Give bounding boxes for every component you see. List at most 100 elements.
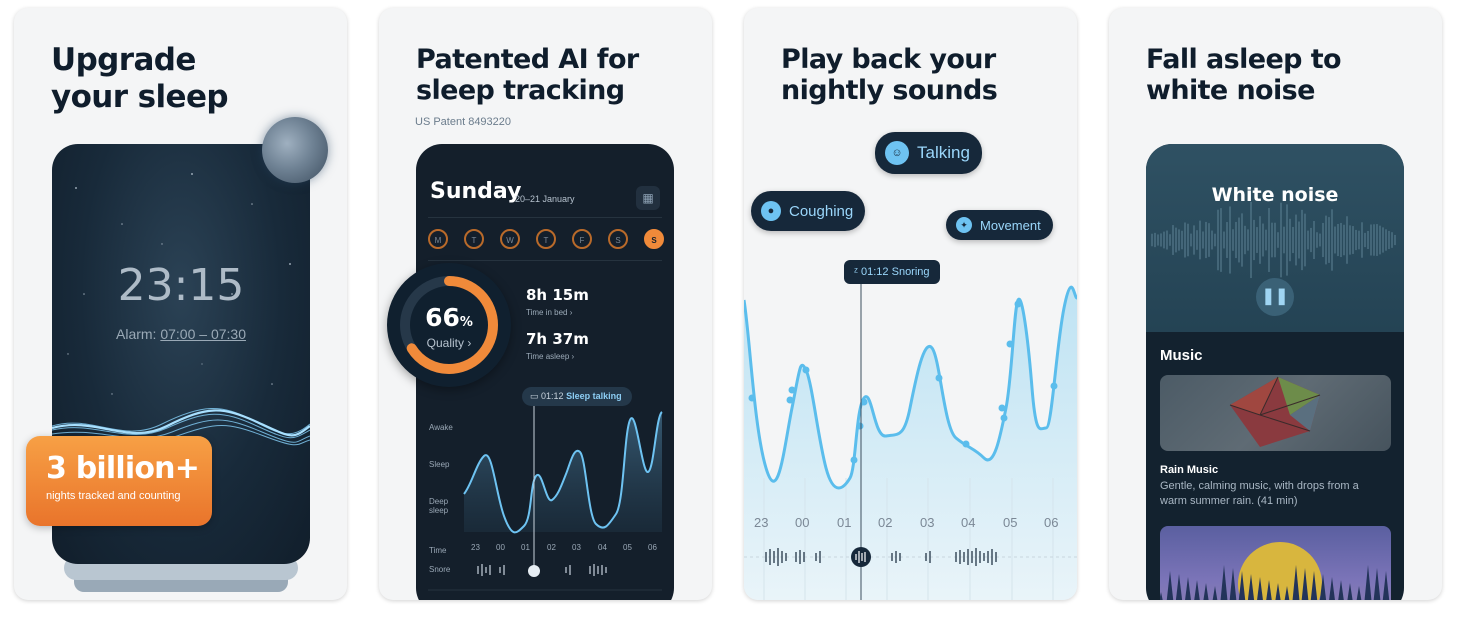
headline-line: Upgrade [51,42,196,78]
hour-tick: 03 [572,543,581,552]
zzz-icon: ᶻ [854,266,858,278]
headline-line: Play back your [781,44,996,75]
event-label: Snoring [891,266,930,278]
day-chip[interactable]: T [536,229,556,249]
patent-number: US Patent 8493220 [415,116,512,128]
event-label: Sleep talking [566,391,622,401]
quality-value: 66% [425,303,473,332]
date-range: 20–21 January [515,194,575,204]
sleep-quality-dial[interactable]: 66% Quality › [387,263,511,387]
y-axis-label: Awake [429,423,453,432]
hour-tick: 06 [648,543,657,552]
hour-tick: 00 [496,543,505,552]
promo-card-ai-tracking: Patented AI for sleep tracking US Patent… [379,8,712,600]
stat-label: Time asleep › [526,352,575,361]
y-axis-label: Sleep [429,460,450,469]
track-title[interactable]: Rain Music [1160,464,1219,476]
x-axis-label: Time [429,546,447,555]
stat-label: Time in bed › [526,308,573,317]
stat-value: 8h 15m [526,286,589,304]
alarm-window: Alarm: 07:00 – 07:30 [52,326,310,342]
divider [428,260,662,261]
promo-card-sounds: Play back your nightly sounds [744,8,1077,600]
card3-headline: Play back your nightly sounds [781,44,998,106]
music-section-heading: Music [1160,347,1203,364]
hour-tick: 06 [1044,515,1059,530]
promo-card-white-noise: Fall asleep to white noise White noise ❚… [1109,8,1442,600]
time-asleep-stat[interactable]: 7h 37m Time asleep › [526,330,589,361]
sound-clips-row [765,548,997,566]
badge-number: 3 billion+ [46,451,200,486]
alarm-label: Alarm: [116,326,157,342]
alarm-clock-time: 23:15 [117,260,245,311]
y-axis-label: Deep sleep [429,497,449,515]
snore-row-label: Snore [429,565,451,574]
day-chip[interactable]: S [608,229,628,249]
headline-line: your sleep [51,79,229,115]
hour-tick: 04 [961,515,976,530]
coughing-chip[interactable]: ● Coughing [751,191,866,231]
player-title: White noise [1211,184,1339,206]
card4-headline: Fall asleep to white noise [1146,44,1342,106]
quality-ring [400,276,498,374]
now-playing-panel: White noise ❚❚ [1146,144,1404,332]
card1-headline: Upgrade your sleep [51,42,229,116]
running-person-icon: ✦ [956,217,972,233]
rain-music-artwork[interactable] [1160,375,1391,451]
headline-line: Fall asleep to [1146,44,1342,75]
hour-tick: 03 [920,515,935,530]
time-in-bed-stat[interactable]: 8h 15m Time in bed › [526,286,589,317]
hour-tick: 02 [878,515,893,530]
umbrella-image [1229,376,1321,447]
day-chip[interactable]: W [500,229,520,249]
hour-tick: 01 [521,543,530,552]
track-description: Gentle, calming music, with drops from a… [1160,480,1359,507]
alarm-value[interactable]: 07:00 – 07:30 [160,326,246,342]
hour-tick: 04 [598,543,607,552]
forest-sunset-image [1160,542,1390,600]
headline-line: Patented AI for [416,44,639,75]
event-time: 01:12 [541,391,564,401]
moon-icon [262,117,328,183]
hour-tick: 00 [795,515,810,530]
cough-icon: ● [761,201,781,221]
quality-label: Quality › [426,336,472,350]
stats-badge: 3 billion+ nights tracked and counting [26,436,212,526]
timeline-scrubber[interactable] [528,565,540,577]
day-title: Sunday [430,179,522,204]
day-chip[interactable]: M [428,229,448,249]
hour-tick: 02 [547,543,556,552]
pause-button[interactable]: ❚❚ [1256,278,1294,316]
chip-label: Talking [917,143,970,162]
hour-tick: 05 [1003,515,1018,530]
day-chip-selected[interactable]: S [644,229,664,249]
snoring-event-pill[interactable]: ᶻ 01:12 Snoring [844,260,940,284]
chip-label: Movement [980,217,1041,233]
hour-tick: 05 [623,543,632,552]
week-day-selector: M T W T F S S [428,229,664,249]
hour-tick: 01 [837,515,852,530]
headline-line: white noise [1146,75,1315,106]
day-chip[interactable]: F [572,229,592,249]
hour-tick: 23 [754,515,769,530]
phone-screen-white-noise: White noise ❚❚ Music Rain Music Gentle, … [1146,144,1404,600]
divider [428,217,662,218]
sleep-talking-pill[interactable]: ▭ 01:12 Sleep talking [522,387,632,406]
card2-headline: Patented AI for sleep tracking [416,44,639,106]
hypnogram-chart [428,406,663,591]
headline-line: nightly sounds [781,75,998,106]
calendar-icon[interactable]: ▦ [636,186,660,210]
day-chip[interactable]: T [464,229,484,249]
promo-card-upgrade: Upgrade your sleep 23:15 Alarm: 07:00 – … [14,8,347,600]
talking-chip[interactable]: ☺ Talking [875,132,982,174]
pause-icon: ❚❚ [1261,288,1289,305]
headline-line: sleep tracking [416,75,625,106]
noise-waveform [1151,201,1396,279]
forest-artwork[interactable] [1160,526,1391,600]
hour-tick: 23 [471,543,480,552]
badge-caption: nights tracked and counting [46,490,181,502]
chip-label: Coughing [789,202,854,220]
movement-chip[interactable]: ✦ Movement [946,210,1053,240]
play-scrubber[interactable] [851,547,871,567]
speech-icon: ▭ [530,391,539,401]
